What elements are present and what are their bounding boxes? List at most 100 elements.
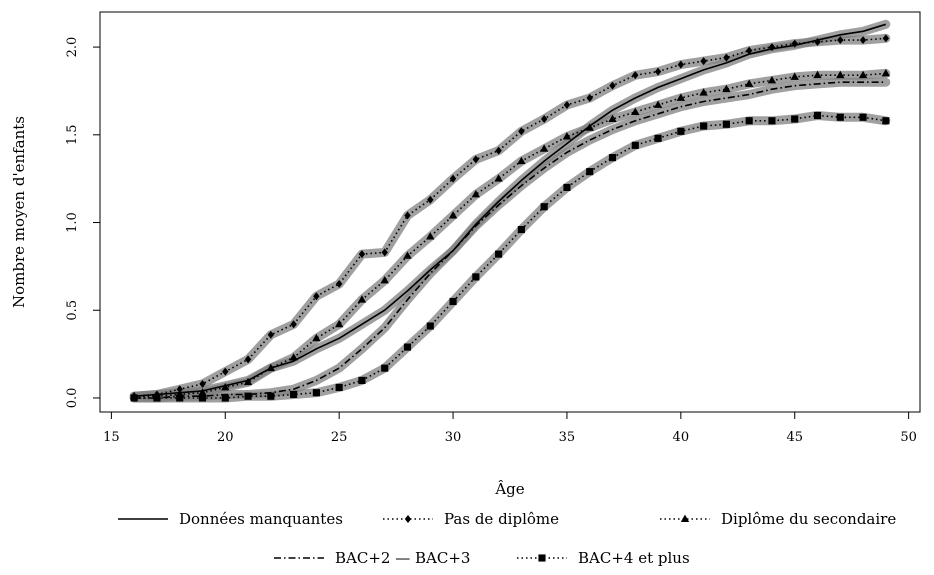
data-point: [517, 156, 526, 165]
y-tick-label: 0.0: [65, 388, 80, 409]
data-point: [539, 144, 549, 152]
data-point: [632, 71, 639, 80]
data-point: [358, 376, 366, 384]
data-point: [586, 168, 594, 176]
series-lines: [134, 23, 887, 399]
x-tick-label: 20: [217, 430, 234, 445]
data-point: [813, 111, 822, 120]
data-point: [199, 379, 206, 388]
data-point: [609, 81, 616, 90]
data-point: [744, 79, 754, 87]
x-tick-label: 35: [559, 430, 576, 445]
data-point: [563, 183, 571, 192]
data-point: [198, 388, 207, 396]
data-point: [243, 377, 253, 386]
data-point: [768, 117, 776, 125]
data-point: [631, 141, 639, 149]
data-point: [449, 174, 457, 183]
x-axis: 15 20 25 30 35 40 45 50: [103, 412, 917, 445]
data-point: [449, 297, 457, 306]
data-point: [654, 67, 662, 76]
y-tick-label: 0.5: [65, 300, 80, 321]
data-point: [403, 251, 412, 259]
x-tick-label: 40: [673, 430, 690, 445]
data-point: [334, 319, 344, 328]
data-point: [244, 392, 252, 400]
data-point: [357, 295, 367, 303]
data-point: [427, 195, 434, 204]
data-point: [699, 88, 708, 96]
data-point: [404, 211, 411, 220]
x-tick-label: 45: [786, 430, 803, 445]
data-point: [767, 76, 777, 84]
data-point: [700, 57, 707, 66]
data-point: [312, 389, 320, 397]
data-point: [495, 250, 503, 258]
y-tick-label: 1.0: [65, 212, 80, 233]
data-point: [266, 363, 276, 372]
data-point: [381, 248, 388, 257]
data-point: [130, 394, 138, 402]
data-point: [745, 117, 753, 125]
data-point: [768, 43, 776, 52]
data-point: [676, 93, 686, 101]
data-point: [677, 60, 685, 69]
data-point: [858, 70, 868, 79]
data-point: [335, 383, 343, 392]
plot-frame: [99, 11, 921, 413]
data-point: [882, 117, 890, 125]
data-point: [608, 154, 617, 162]
data-point: [495, 146, 502, 155]
data-point: [289, 353, 298, 361]
series-markers: [129, 34, 891, 402]
data-point: [653, 100, 663, 108]
data-point: [403, 343, 412, 351]
x-tick-label: 30: [445, 430, 462, 445]
data-point: [882, 34, 890, 43]
data-point: [221, 383, 230, 391]
y-tick-label: 2.0: [65, 37, 80, 58]
data-point: [654, 134, 662, 142]
data-point: [517, 225, 525, 234]
data-point: [836, 70, 845, 79]
data-point: [563, 100, 571, 109]
data-point: [267, 392, 275, 400]
data-point: [381, 364, 389, 372]
data-point: [631, 107, 640, 115]
data-point: [472, 155, 480, 164]
data-point: [859, 113, 867, 121]
legend-label: Données manquantes: [179, 510, 343, 528]
data-point: [198, 394, 207, 402]
data-point: [745, 46, 753, 55]
data-point: [244, 355, 252, 364]
data-point: [471, 190, 481, 198]
legend-label: Pas de diplôme: [444, 510, 559, 528]
data-point: [562, 132, 572, 140]
x-tick-label: 15: [103, 430, 120, 445]
data-point: [312, 333, 321, 342]
data-point: [677, 127, 685, 135]
data-point: [426, 322, 434, 330]
data-point: [585, 123, 594, 131]
data-point: [290, 390, 298, 399]
series-line: [134, 81, 886, 399]
data-point: [518, 127, 525, 136]
data-point: [837, 36, 844, 45]
series-line: [134, 23, 887, 397]
y-tick-label: 1.5: [65, 124, 80, 145]
legend-label: BAC+4 et plus: [578, 549, 690, 567]
legend-marker: [404, 515, 412, 523]
legend-marker: [680, 514, 690, 522]
data-point: [267, 330, 275, 339]
legend: Données manquantes Pas de diplôme Diplôme …: [118, 510, 896, 567]
data-point: [313, 292, 320, 301]
y-axis: 0.0 0.5 1.0 1.5 2.0: [65, 37, 100, 409]
data-point: [540, 203, 548, 211]
series-line: [134, 37, 886, 397]
data-point: [540, 115, 548, 124]
data-point: [881, 68, 891, 77]
data-point: [722, 84, 731, 93]
x-tick-label: 50: [900, 430, 917, 445]
data-point: [494, 174, 503, 182]
